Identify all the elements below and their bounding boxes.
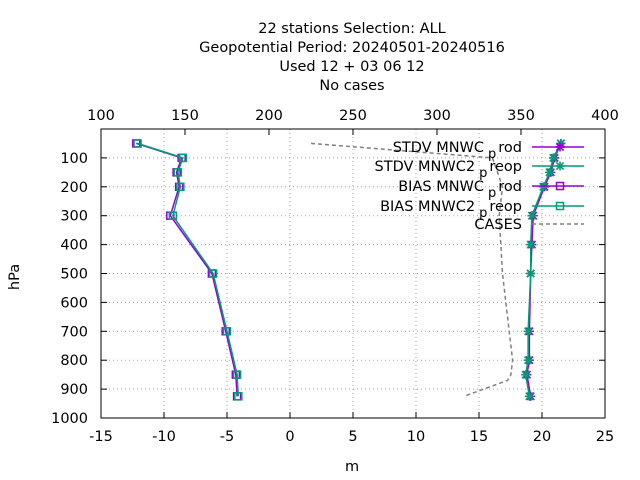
x-tick-label: 15 (470, 429, 488, 445)
series-point-star (523, 355, 533, 365)
y-tick-label: 100 (60, 151, 88, 167)
series-point-star (526, 269, 536, 278)
y-tick-label: 900 (60, 382, 88, 398)
y-tick-label: 600 (60, 295, 88, 311)
series-point-square (555, 201, 565, 211)
legend-label: STDV MNWC p rod (393, 140, 522, 162)
x-tick-label: 10 (407, 429, 425, 445)
series-line-3 (137, 142, 240, 397)
y-axis-ticks: 100 200 300 400 500 600 700 800 900 1000 (51, 151, 605, 427)
legend-label: CASES (474, 217, 522, 233)
series-point-star (524, 391, 534, 401)
x2-tick-label: 200 (255, 108, 283, 124)
x-tick-label: 25 (596, 429, 614, 445)
series-point-star (545, 167, 555, 177)
series-point-square (173, 168, 183, 177)
series-point-star (538, 182, 548, 192)
series-point-square (168, 211, 178, 220)
y-tick-label: 800 (60, 353, 88, 369)
legend-label: STDV MNWC2 p reop (375, 159, 522, 181)
y-tick-label: 200 (60, 180, 88, 196)
series-point-star (527, 211, 537, 221)
series-point-star (555, 142, 565, 152)
series-point-square (234, 392, 243, 401)
series-point-square (232, 370, 242, 379)
x2-tick-label: 100 (87, 108, 115, 124)
y-tick-label: 700 (60, 324, 88, 340)
x2-tick-label: 400 (591, 108, 619, 124)
title-line: Used 12 + 03 06 12 (279, 59, 424, 75)
series-point-star (526, 240, 536, 250)
x2-tick-label: 250 (339, 108, 367, 124)
y-tick-label: 400 (60, 238, 88, 254)
chart-title: 22 stations Selection: ALL Geopotential P… (199, 21, 505, 94)
y-axis-label: hPa (7, 264, 23, 290)
x-axis-label: m (345, 459, 359, 475)
x-tick-label: 20 (533, 429, 551, 445)
x-tick-label: 0 (285, 429, 294, 445)
series-point-star (548, 153, 558, 163)
series-point-square (133, 139, 142, 148)
legend-label: BIAS MNWC p rod (398, 179, 522, 201)
gridlines (101, 129, 605, 418)
x-axis-ticks: -15 -10 -5 0 5 10 15 20 25 (89, 412, 614, 445)
y-tick-label: 300 (60, 209, 88, 225)
series-point-star (523, 326, 533, 336)
x-tick-label: 5 (348, 429, 357, 445)
series-point-square (178, 153, 188, 163)
series-line-4 (310, 142, 514, 398)
series-point-star (555, 161, 565, 171)
series-point-square (222, 327, 232, 336)
y-tick-label: 1000 (51, 411, 88, 427)
x-tick-label: -15 (89, 429, 113, 445)
x2-axis-ticks: 100 150 200 250 300 350 400 (87, 108, 619, 135)
x2-tick-label: 300 (423, 108, 451, 124)
legend-label: BIAS MNWC2 p reop (380, 199, 522, 221)
x2-tick-label: 350 (507, 108, 535, 124)
x2-tick-label: 150 (171, 108, 199, 124)
title-line: No cases (319, 78, 384, 94)
series-point-square (208, 269, 218, 278)
series-point-square (176, 182, 185, 192)
title-line: Geopotential Period: 20240501-20240516 (199, 40, 505, 56)
y-tick-label: 500 (60, 267, 88, 283)
title-line: 22 stations Selection: ALL (258, 21, 446, 37)
x-tick-label: -10 (152, 429, 176, 445)
series-point-star (521, 370, 531, 380)
series-point-square (555, 181, 565, 191)
series-line-2 (136, 142, 238, 397)
x-tick-label: -5 (220, 429, 234, 445)
